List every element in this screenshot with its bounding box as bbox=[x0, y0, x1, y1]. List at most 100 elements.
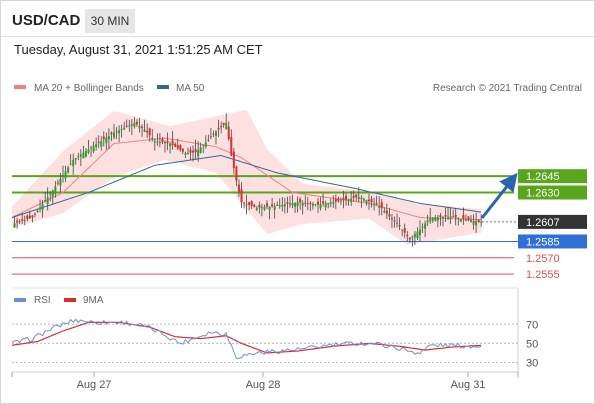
candle-body bbox=[102, 136, 105, 140]
candle-body bbox=[135, 121, 138, 125]
candle-body bbox=[480, 221, 483, 223]
candle-body bbox=[332, 202, 335, 204]
candle-body bbox=[184, 153, 187, 155]
candle-body bbox=[408, 237, 411, 240]
ma50-legend-label: MA 50 bbox=[176, 83, 205, 94]
candle-body bbox=[268, 206, 271, 210]
candle-body bbox=[110, 132, 113, 135]
candle-body bbox=[462, 215, 465, 220]
candle-body bbox=[64, 171, 67, 179]
candle-body bbox=[413, 233, 416, 238]
candle-body bbox=[21, 219, 24, 221]
candle-body bbox=[23, 219, 26, 221]
candle-body bbox=[352, 195, 355, 198]
candle-body bbox=[49, 193, 52, 195]
candle-body bbox=[263, 206, 266, 210]
credit-label: Research © 2021 Trading Central bbox=[433, 83, 582, 94]
candle-body bbox=[255, 207, 258, 210]
candle-body bbox=[342, 197, 345, 201]
candle-body bbox=[464, 219, 467, 221]
candle-body bbox=[225, 122, 228, 130]
candle-body bbox=[33, 213, 36, 215]
candle-body bbox=[90, 147, 93, 149]
candle-body bbox=[72, 159, 75, 167]
candle-body bbox=[467, 216, 470, 221]
candle-body bbox=[447, 216, 450, 218]
candle-body bbox=[166, 140, 169, 144]
candle-body bbox=[390, 218, 393, 220]
price-plot-area: 1.2645 1.2630 1.2585 1.2570 1.2555 1.2607 bbox=[11, 109, 587, 281]
candle-body bbox=[67, 167, 70, 173]
candle-body bbox=[403, 227, 406, 233]
candle-body bbox=[319, 204, 322, 209]
candle-body bbox=[107, 135, 110, 140]
candle-body bbox=[171, 140, 174, 146]
candle-body bbox=[296, 202, 299, 207]
candle-body bbox=[271, 204, 274, 207]
candle-body bbox=[77, 156, 80, 158]
x-tick-label: Aug 31 bbox=[451, 379, 486, 391]
price-label-box bbox=[518, 169, 587, 184]
candle-body bbox=[306, 203, 309, 205]
candle-body bbox=[194, 149, 197, 153]
candle-body bbox=[146, 130, 149, 133]
candle-body bbox=[220, 125, 223, 128]
x-tick-label: Aug 27 bbox=[77, 379, 112, 391]
candle-body bbox=[355, 194, 358, 198]
rsi-line bbox=[11, 318, 482, 360]
rsi-ma9-line bbox=[11, 321, 482, 354]
candle-body bbox=[74, 158, 77, 160]
candle-body bbox=[232, 151, 235, 169]
candle-body bbox=[294, 202, 297, 207]
candle-body bbox=[304, 202, 307, 204]
candle-body bbox=[454, 214, 457, 218]
candle-body bbox=[266, 203, 268, 207]
forecast-arrow bbox=[480, 172, 518, 219]
candle-body bbox=[337, 198, 340, 202]
candle-body bbox=[125, 125, 128, 127]
candle-body bbox=[62, 175, 64, 177]
candle-body bbox=[179, 144, 182, 151]
rsi-legend-label: RSI bbox=[34, 295, 51, 306]
candle-body bbox=[59, 178, 62, 186]
candle-body bbox=[28, 215, 31, 219]
candle-body bbox=[362, 199, 365, 201]
candle-body bbox=[350, 198, 353, 202]
candle-body bbox=[373, 203, 376, 205]
candle-body bbox=[347, 199, 350, 201]
candle-body bbox=[380, 202, 383, 209]
candle-body bbox=[151, 138, 154, 140]
candle-body bbox=[54, 186, 57, 195]
candle-body bbox=[18, 221, 21, 223]
candle-body bbox=[207, 139, 210, 141]
candle-body bbox=[202, 144, 205, 146]
candle-body bbox=[311, 203, 314, 206]
candle-body bbox=[199, 147, 202, 153]
candle-body bbox=[123, 127, 126, 130]
price-label: 1.2645 bbox=[526, 171, 560, 183]
candle-body bbox=[281, 204, 284, 207]
ma9-legend-swatch bbox=[64, 298, 76, 302]
candle-body bbox=[475, 221, 478, 226]
candle-body bbox=[227, 126, 230, 140]
candle-body bbox=[26, 215, 29, 220]
price-label: 1.2570 bbox=[526, 253, 560, 265]
candle-body bbox=[82, 152, 85, 159]
candle-body bbox=[44, 200, 47, 202]
candle-body bbox=[301, 202, 304, 206]
x-axis: Aug 27 Aug 28 Aug 31 bbox=[11, 287, 519, 391]
candle-body bbox=[161, 138, 164, 143]
timeframe-button[interactable]: 30 MIN bbox=[85, 9, 135, 33]
rsi-tick-label: 30 bbox=[526, 357, 538, 369]
candle-body bbox=[339, 200, 342, 202]
bollinger-legend-label: MA 20 + Bollinger Bands bbox=[34, 83, 144, 94]
candle-body bbox=[13, 223, 16, 228]
rsi-tick-label: 70 bbox=[526, 319, 538, 331]
candle-body bbox=[237, 184, 240, 192]
x-tick-label: Aug 28 bbox=[246, 379, 281, 391]
ma50-legend-swatch bbox=[157, 85, 169, 89]
candle-body bbox=[309, 203, 312, 205]
ma20-line bbox=[11, 137, 482, 221]
candle-body bbox=[100, 140, 103, 147]
candle-body bbox=[375, 203, 378, 205]
